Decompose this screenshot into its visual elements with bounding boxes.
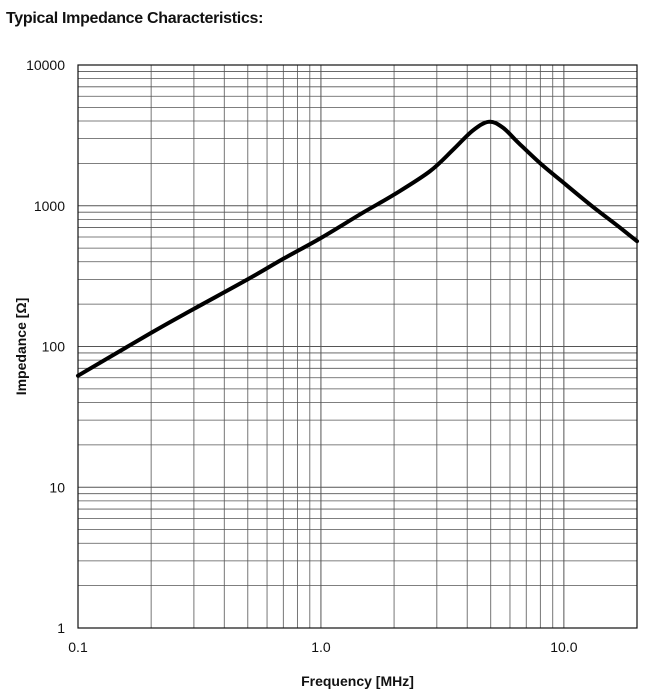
x-tick-label: 10.0 (550, 639, 577, 655)
plot-frame (77, 64, 638, 629)
impedance-curve (76, 119, 639, 378)
x-tick-labels: 0.1 1.0 10.0 (68, 639, 577, 655)
x-tick-label: 1.0 (311, 639, 331, 655)
y-tick-label: 10 (49, 479, 65, 495)
y-axis-label: Impedance [Ω] (13, 298, 29, 396)
y-tick-label: 1 (57, 620, 65, 636)
y-tick-label: 10000 (26, 57, 65, 73)
grid-lines (77, 64, 638, 629)
y-tick-labels: 1 10 100 1000 10000 (26, 57, 65, 636)
x-axis-label: Frequency [MHz] (301, 673, 414, 689)
x-tick-label: 0.1 (68, 639, 88, 655)
y-tick-label: 100 (42, 339, 66, 355)
chart-title: Typical Impedance Characteristics: (6, 10, 264, 27)
y-tick-label: 1000 (34, 198, 65, 214)
